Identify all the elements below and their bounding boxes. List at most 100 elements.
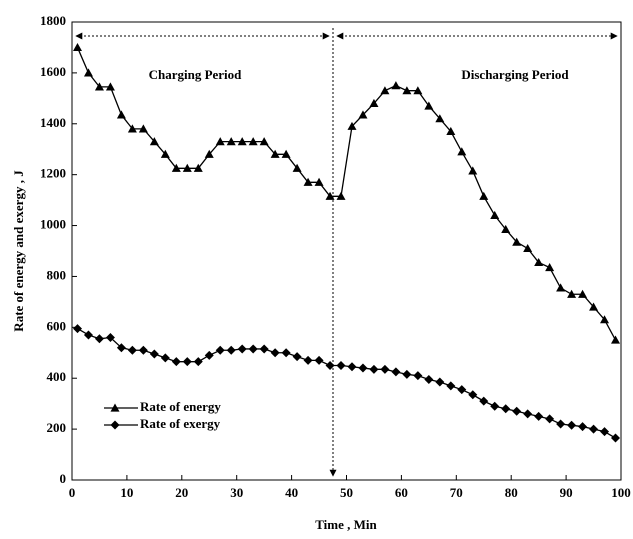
data-point [237,344,247,354]
data-point [600,315,610,324]
data-point [347,362,357,372]
x-tick-label: 70 [450,485,463,500]
data-point [611,335,621,344]
data-point [72,42,82,52]
x-tick-label: 40 [285,485,298,500]
data-point [457,385,467,395]
data-point [413,371,423,381]
x-tick-label: 10 [120,485,133,500]
data-point [490,401,500,411]
data-point [391,367,401,377]
data-point [292,163,302,172]
y-tick-label: 200 [47,420,67,435]
data-point [336,361,346,370]
data-point [83,68,93,77]
data-point [556,419,566,429]
data-point [116,343,126,353]
data-point [237,137,247,146]
data-point [501,224,511,233]
data-point [336,191,346,200]
y-tick-label: 0 [60,471,67,486]
x-tick-label: 0 [69,485,76,500]
data-point [380,86,390,95]
data-point [413,86,423,95]
annotation: Discharging Period [461,67,569,82]
data-point [94,334,104,344]
data-point [116,110,126,119]
data-point [182,163,192,172]
data-point [182,357,192,367]
data-point [281,149,291,158]
data-point [325,361,335,370]
data-point [545,263,555,272]
data-point [193,163,203,172]
data-point [171,163,181,172]
data-point [259,137,269,146]
data-point [479,191,489,200]
data-point [490,210,500,219]
y-tick-label: 1400 [40,115,66,130]
data-point [446,126,456,136]
data-point [611,433,621,443]
data-point [567,420,577,430]
data-point [314,177,324,186]
x-tick-label: 50 [340,485,353,500]
data-point [248,344,258,354]
data-point [545,414,555,424]
data-point [468,166,478,175]
data-point [248,137,258,146]
data-point [105,82,115,91]
y-tick-label: 1600 [40,64,66,79]
data-point [226,345,236,355]
data-point [435,114,445,123]
data-point [193,357,203,367]
annotation: Charging Period [149,67,243,82]
data-point [94,82,104,91]
data-point [292,352,302,362]
data-point [171,357,181,367]
legend: Rate of energy Rate of exergy [104,399,221,431]
data-point [303,355,313,365]
data-point [479,396,489,406]
data-point [83,330,93,340]
data-point [127,345,137,355]
data-point [523,409,533,419]
data-point [589,302,599,311]
data-point [204,350,214,360]
data-point [369,364,379,374]
data-point [402,86,412,95]
data-point [325,191,335,200]
data-point [215,137,225,146]
data-point [160,149,170,158]
y-tick-label: 1000 [40,217,66,232]
data-point [512,406,522,416]
y-tick-label: 600 [47,318,67,333]
data-point [281,348,291,358]
data-point [501,404,511,414]
data-point [523,243,533,253]
data-point [369,98,379,108]
data-point [424,101,434,110]
data-point [358,110,368,119]
data-point [468,390,478,400]
legend-marker [110,420,120,430]
data-point [556,283,566,292]
data-point [226,137,236,146]
y-tick-label: 1200 [40,166,66,181]
data-point [589,424,599,434]
x-tick-label: 90 [560,485,573,500]
legend-label: Rate of exergy [140,416,221,431]
data-point [534,257,544,267]
data-point [347,121,357,130]
data-point [215,345,225,355]
y-tick-label: 400 [47,369,67,384]
data-point [600,427,610,437]
data-point [391,81,401,90]
data-point [138,345,148,355]
data-point [138,124,148,133]
x-tick-label: 30 [230,485,243,500]
data-point [578,289,588,298]
data-point [127,124,137,133]
data-point [72,324,82,334]
